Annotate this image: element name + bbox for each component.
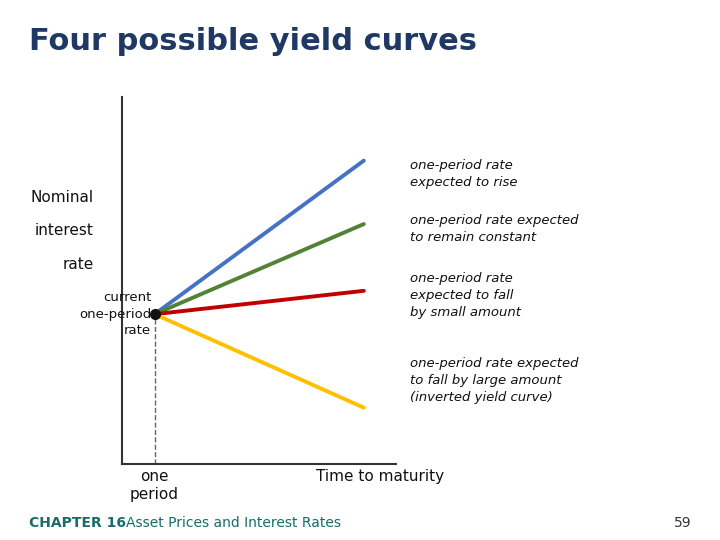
Text: CHAPTER 16: CHAPTER 16 <box>29 516 126 530</box>
Text: Asset Prices and Interest Rates: Asset Prices and Interest Rates <box>126 516 341 530</box>
Text: current: current <box>103 291 151 304</box>
Text: Time to maturity: Time to maturity <box>316 469 444 484</box>
Text: one-period: one-period <box>79 308 151 321</box>
Text: rate: rate <box>125 324 151 337</box>
Text: one
period: one period <box>130 469 179 502</box>
Text: one-period rate expected
to remain constant: one-period rate expected to remain const… <box>410 214 579 244</box>
Text: rate: rate <box>62 256 94 272</box>
Text: 59: 59 <box>674 516 691 530</box>
Text: interest: interest <box>35 223 94 238</box>
Text: one-period rate
expected to rise: one-period rate expected to rise <box>410 159 518 189</box>
Text: Nominal: Nominal <box>30 190 94 205</box>
Text: one-period rate expected
to fall by large amount
(inverted yield curve): one-period rate expected to fall by larg… <box>410 357 579 404</box>
Text: one-period rate
expected to fall
by small amount: one-period rate expected to fall by smal… <box>410 272 521 319</box>
Text: Four possible yield curves: Four possible yield curves <box>29 27 477 56</box>
